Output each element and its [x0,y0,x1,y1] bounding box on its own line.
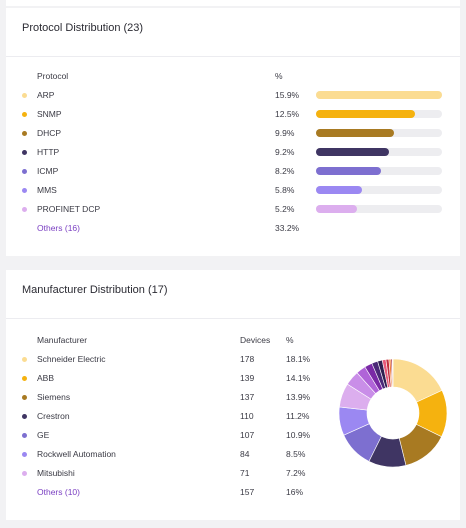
protocol-row: HTTP 9.2% [6,144,460,163]
protocol-pct-column-header: % [275,71,283,81]
protocol-distribution-card: Protocol Distribution (23) Protocol % AR… [6,8,460,256]
protocol-bar-track [316,91,442,99]
protocol-pct: 9.9% [275,128,295,138]
manufacturer-name: Rockwell Automation [37,449,116,459]
protocol-others-link[interactable]: Others (16) [37,223,80,233]
devices-column-header: Devices [240,335,271,345]
manufacturer-others-devices: 157 [240,487,255,497]
manufacturer-others-row[interactable]: Others (10) 157 16% [6,484,460,503]
manufacturer-column-header: Manufacturer [37,335,88,345]
protocol-pct: 8.2% [275,166,295,176]
protocol-name: HTTP [37,147,60,157]
protocol-name: ICMP [37,166,59,176]
protocol-row: ICMP 8.2% [6,163,460,182]
manufacturer-row: GE 107 10.9% [6,427,460,446]
manufacturer-devices: 178 [240,354,255,364]
protocol-bar-track [316,205,442,213]
legend-dot [22,433,27,438]
manufacturer-pct: 14.1% [286,373,311,383]
protocol-bar-fill [316,167,381,175]
protocol-bar-fill [316,110,415,118]
protocol-column-header: Protocol [37,71,69,81]
manufacturer-card-header: Manufacturer Distribution (17) [6,270,460,319]
manufacturer-card-title: Manufacturer Distribution (17) [22,284,168,296]
protocol-name: DHCP [37,128,62,138]
legend-dot [22,395,27,400]
legend-dot [22,188,27,193]
protocol-row: SNMP 12.5% [6,106,460,125]
manufacturer-devices: 137 [240,392,255,402]
protocol-card-header: Protocol Distribution (23) [6,8,460,57]
protocol-row: DHCP 9.9% [6,125,460,144]
manufacturer-devices: 84 [240,449,250,459]
manufacturer-pct: 13.9% [286,392,311,402]
protocol-others-pct: 33.2% [275,223,300,233]
manufacturer-name: GE [37,430,50,440]
donut-slice[interactable] [392,358,394,388]
protocol-row: PROFINET DCP 5.2% [6,201,460,220]
manufacturer-pct: 8.5% [286,449,306,459]
legend-dot [22,471,27,476]
manufacturer-row: Mitsubishi 71 7.2% [6,465,460,484]
protocol-bar-track [316,167,442,175]
manufacturer-row: Crestron 110 11.2% [6,408,460,427]
protocol-pct: 5.2% [275,204,295,214]
legend-dot [22,357,27,362]
manufacturer-row: Rockwell Automation 84 8.5% [6,446,460,465]
manufacturer-pct: 18.1% [286,354,311,364]
protocol-pct: 15.9% [275,90,300,100]
manufacturer-pct: 10.9% [286,430,311,440]
protocol-bar-fill [316,129,394,137]
protocol-name: PROFINET DCP [37,204,101,214]
protocol-others-row[interactable]: Others (16) 33.2% [6,220,460,239]
protocol-card-title: Protocol Distribution (23) [22,22,144,34]
manufacturer-devices: 71 [240,468,250,478]
manufacturer-devices: 107 [240,430,255,440]
manufacturer-name: Mitsubishi [37,468,75,478]
manufacturer-name: Schneider Electric [37,354,106,364]
legend-dot [22,112,27,117]
protocol-name: SNMP [37,109,62,119]
manufacturer-name: ABB [37,373,55,383]
legend-dot [22,131,27,136]
manufacturer-devices: 110 [240,411,254,421]
protocol-bar-fill [316,205,357,213]
manufacturer-pct-column-header: % [286,335,294,345]
protocol-pct: 5.8% [275,185,295,195]
protocol-pct: 12.5% [275,109,300,119]
protocol-bar-fill [316,186,362,194]
manufacturer-devices: 139 [240,373,255,383]
manufacturer-row: Siemens 137 13.9% [6,389,460,408]
protocol-name: MMS [37,185,57,195]
manufacturer-name: Siemens [37,392,71,402]
manufacturer-name: Crestron [37,411,70,421]
protocol-row: ARP 15.9% [6,87,460,106]
manufacturer-row: Schneider Electric 178 18.1% [6,351,460,370]
manufacturer-others-pct: 16% [286,487,304,497]
legend-dot [22,169,27,174]
previous-card-edge [6,0,460,6]
protocol-pct: 9.2% [275,147,295,157]
protocol-row: MMS 5.8% [6,182,460,201]
legend-dot [22,207,27,212]
manufacturer-others-link[interactable]: Others (10) [37,487,80,497]
manufacturer-donut-chart [338,358,448,468]
manufacturer-pct: 11.2% [286,411,310,421]
manufacturer-distribution-card: Manufacturer Distribution (17) Manufactu… [6,270,460,520]
protocol-bar-track [316,148,442,156]
protocol-name: ARP [37,90,55,100]
protocol-bar-track [316,110,442,118]
legend-dot [22,376,27,381]
protocol-bar-fill [316,148,389,156]
protocol-bar-track [316,129,442,137]
legend-dot [22,414,27,419]
legend-dot [22,93,27,98]
legend-dot [22,452,27,457]
manufacturer-row: ABB 139 14.1% [6,370,460,389]
protocol-bar-track [316,186,442,194]
legend-dot [22,150,27,155]
manufacturer-pct: 7.2% [286,468,306,478]
protocol-bar-fill [316,91,442,99]
